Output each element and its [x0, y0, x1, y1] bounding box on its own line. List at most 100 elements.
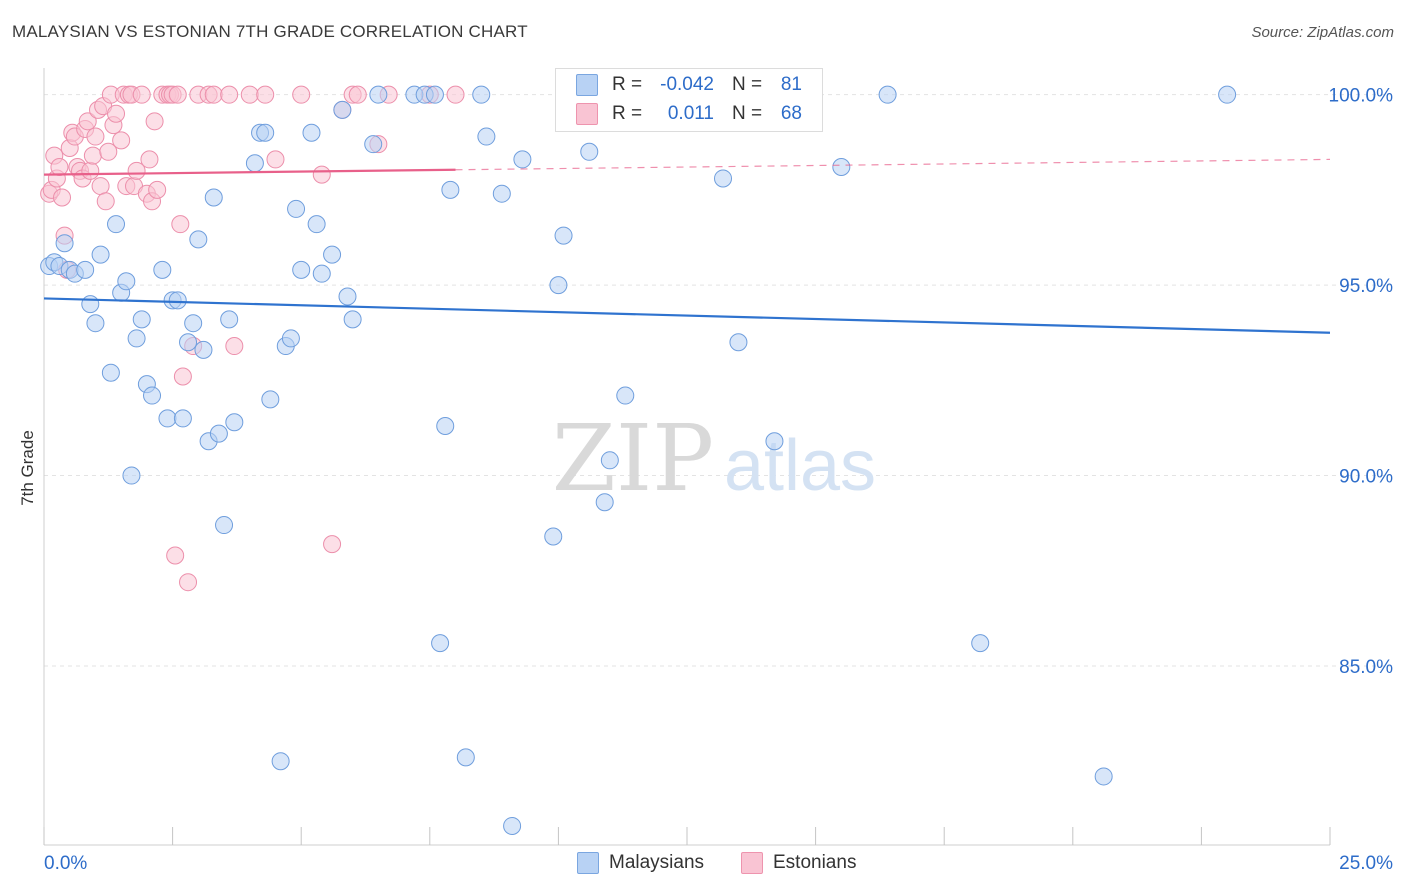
malaysians-point [168, 291, 187, 310]
y-tick-label: 95.0% [1339, 276, 1393, 297]
malaysians-point [714, 169, 733, 188]
estonians-point [348, 85, 367, 104]
estonians-point [168, 85, 187, 104]
n-label: N = [732, 103, 763, 124]
estonians-point [220, 85, 239, 104]
malaysians-trend-line [43, 297, 1331, 334]
malaysians-point [600, 451, 619, 470]
estonians-point [99, 142, 118, 161]
n-value: 68 [780, 103, 802, 124]
malaysians-point [245, 154, 264, 173]
malaysians-point [971, 634, 990, 653]
malaysians-point [441, 180, 460, 199]
estonians-point [86, 127, 105, 146]
malaysians-point [179, 333, 198, 352]
malaysians-point [832, 158, 851, 177]
malaysians-point [312, 264, 331, 283]
watermark-atlas: atlas [724, 426, 876, 506]
malaysians-point [554, 226, 573, 245]
malaysians-point [595, 493, 614, 512]
x-tick-label: 25.0% [1339, 853, 1393, 874]
malaysians-point [1218, 85, 1237, 104]
estonians-swatch [576, 103, 598, 125]
malaysians-point [472, 85, 491, 104]
estonians-point [292, 85, 311, 104]
estonians-trend-line [43, 168, 456, 176]
estonians-point [204, 85, 223, 104]
malaysians-point [194, 340, 213, 359]
estonians-point [312, 165, 331, 184]
malaysians-point [436, 417, 455, 436]
estonians-point [50, 158, 69, 177]
malaysians-point [107, 215, 126, 234]
estonians-point [83, 146, 102, 165]
malaysians-point [81, 295, 100, 314]
estonians-point [91, 177, 110, 196]
malaysians-point [765, 432, 784, 451]
malaysians-point [281, 329, 300, 348]
malaysians-point [101, 363, 120, 382]
y-tick-label: 90.0% [1339, 467, 1393, 488]
malaysians-point [492, 184, 511, 203]
r-value: -0.042 [660, 74, 714, 95]
estonians-point [107, 104, 126, 123]
malaysians-point [302, 123, 321, 142]
malaysians-point [220, 310, 239, 329]
r-value: 0.011 [667, 103, 714, 124]
estonians-point [166, 546, 185, 565]
x-tick-label: 0.0% [44, 853, 87, 874]
malaysians-point [456, 748, 475, 767]
malaysians-point [878, 85, 897, 104]
malaysians-point [215, 516, 234, 535]
estonians-swatch [741, 852, 763, 874]
estonians-point [256, 85, 275, 104]
estonians-point [53, 188, 72, 207]
watermark-zip: ZIP [552, 405, 714, 512]
estonians-point [96, 192, 115, 211]
malaysians-swatch [577, 852, 599, 874]
r-label: R = [612, 103, 643, 124]
estonians-point [132, 85, 151, 104]
malaysians-point [292, 260, 311, 279]
y-tick-label: 100.0% [1329, 86, 1394, 107]
malaysians-point [333, 100, 352, 119]
estonians-point [112, 131, 131, 150]
chart-title: MALAYSIAN VS ESTONIAN 7TH GRADE CORRELAT… [12, 22, 528, 41]
malaysians-point [153, 260, 172, 279]
malaysians-point [343, 310, 362, 329]
n-value: 81 [780, 74, 802, 95]
correlation-legend: R = -0.042 N = 81 R = 0.011 N = 68 [555, 68, 823, 132]
malaysians-point [287, 199, 306, 218]
estonians-point [179, 573, 198, 592]
malaysians-point [76, 260, 95, 279]
malaysians-point [616, 386, 635, 405]
estonians-label: Estonians [773, 852, 857, 873]
malaysians-point [209, 424, 228, 443]
malaysians-point [122, 466, 141, 485]
malaysians-point [184, 314, 203, 333]
series-legend-malaysians: Malaysians [577, 852, 704, 874]
malaysians-point [369, 85, 388, 104]
r-label: R = [612, 74, 643, 95]
malaysians-point [261, 390, 280, 409]
malaysians-point [549, 276, 568, 295]
estonians-point [78, 112, 97, 131]
y-tick-label: 85.0% [1339, 657, 1393, 678]
malaysians-point [204, 188, 223, 207]
malaysians-point [143, 386, 162, 405]
source-label: Source: ZipAtlas.com [1251, 24, 1394, 41]
estonians-point [266, 150, 285, 169]
estonians-point [145, 112, 164, 131]
estonians-point [127, 161, 146, 180]
malaysians-point [91, 245, 110, 264]
malaysians-point [132, 310, 151, 329]
malaysians-point [307, 215, 326, 234]
malaysians-point [55, 234, 74, 253]
estonians-point [323, 535, 342, 554]
malaysians-point [425, 85, 444, 104]
malaysians-point [729, 333, 748, 352]
malaysians-point [117, 272, 136, 291]
malaysians-point [503, 816, 522, 835]
legend-row-malaysians: R = -0.042 N = 81 [576, 71, 802, 99]
